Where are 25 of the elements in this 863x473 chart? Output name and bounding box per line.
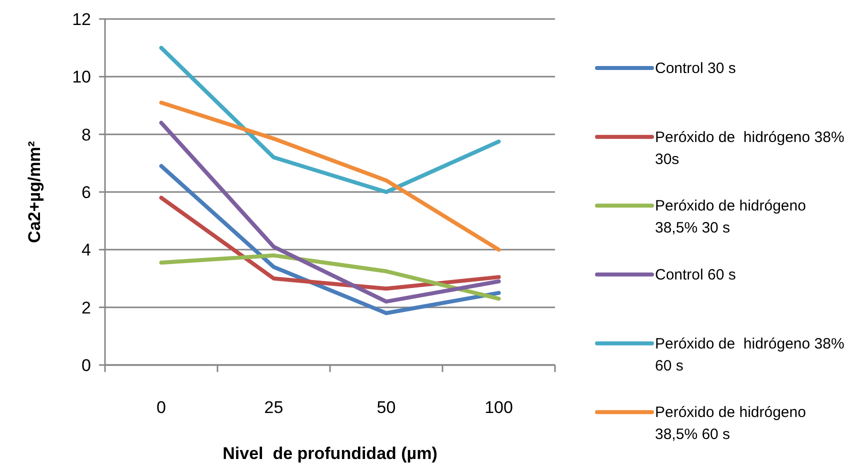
x-tick-label: 25 — [264, 398, 284, 417]
line-series — [159, 196, 501, 291]
y-tick-label: 10 — [72, 68, 91, 87]
legend-label: Control 30 s — [655, 60, 736, 77]
y-axis-title: Ca2+µg/mm² — [25, 140, 44, 243]
y-tick-label: 0 — [82, 356, 91, 375]
line-series — [159, 253, 501, 301]
x-tick-label: 100 — [484, 398, 513, 417]
legend-label: Peróxido de hidrógeno 38% 30s — [655, 128, 848, 168]
y-tick-label: 4 — [82, 240, 91, 260]
line-series — [159, 120, 501, 304]
x-axis-title: Nivel de profundidad (µm) — [222, 444, 438, 463]
x-tick-label: 0 — [156, 398, 166, 417]
x-tick-label: 50 — [376, 398, 396, 417]
line-series — [159, 164, 501, 316]
legend-label: Control 60 s — [655, 266, 736, 284]
line-series — [159, 46, 501, 194]
legend-label: Peróxido de hidrógeno 38,5% 60 s — [655, 404, 806, 444]
line-series — [159, 100, 501, 252]
y-tick-label: 2 — [82, 298, 91, 318]
y-tick-label: 6 — [82, 182, 91, 202]
y-tick-label: 8 — [82, 125, 91, 144]
y-tick-label: 12 — [72, 10, 91, 29]
legend-label: Peróxido de hidrógeno 38% 60 s — [655, 335, 848, 374]
legend-label: Peróxido de hidrógeno 38,5% 30 s — [655, 198, 806, 237]
